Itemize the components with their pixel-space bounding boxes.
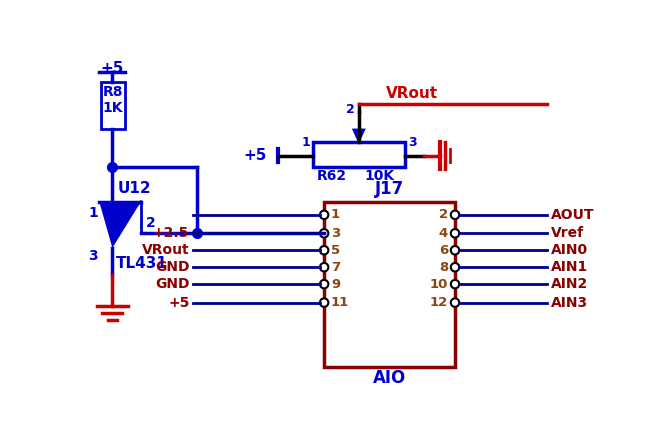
Text: 6: 6 [439,244,448,257]
Text: 3: 3 [331,227,340,240]
Text: 3: 3 [408,136,417,149]
Text: 5: 5 [331,244,340,257]
Bar [313,142,405,167]
Text: 1K: 1K [103,101,123,115]
Text: 3: 3 [88,249,98,262]
Text: +5: +5 [168,295,190,310]
Circle shape [320,280,328,289]
Circle shape [320,263,328,271]
Circle shape [320,246,328,255]
Polygon shape [99,202,141,248]
Circle shape [451,211,459,219]
Polygon shape [352,129,366,144]
Text: 1: 1 [331,209,340,221]
Text: GND: GND [155,260,190,274]
Text: J17: J17 [375,180,404,198]
Bar [324,202,455,367]
Text: 12: 12 [430,296,448,309]
Text: 10K: 10K [365,169,395,184]
Text: 2: 2 [346,103,355,116]
Text: 10: 10 [429,278,448,291]
Bar [100,83,125,129]
Text: +2.5: +2.5 [153,226,190,240]
Text: AIN3: AIN3 [551,295,588,310]
Circle shape [451,280,459,289]
Text: VRout: VRout [386,86,438,101]
Circle shape [320,211,328,219]
Text: AIN1: AIN1 [551,260,588,274]
Text: Vref: Vref [551,226,584,240]
Text: TL431: TL431 [116,256,168,270]
Text: +5: +5 [100,61,124,76]
Text: 1: 1 [302,136,311,149]
Text: 7: 7 [331,261,340,274]
Text: 4: 4 [439,227,448,240]
Circle shape [451,298,459,307]
Text: +5: +5 [244,148,267,163]
Text: 9: 9 [331,278,340,291]
Text: 8: 8 [439,261,448,274]
Text: U12: U12 [118,181,151,196]
Text: AIN0: AIN0 [551,243,588,257]
Text: 11: 11 [331,296,349,309]
Circle shape [451,263,459,271]
Text: GND: GND [155,277,190,291]
Text: VRout: VRout [142,243,190,257]
Text: AOUT: AOUT [551,208,595,222]
Circle shape [320,229,328,237]
Circle shape [451,246,459,255]
Text: 2: 2 [439,209,448,221]
Text: R62: R62 [317,169,347,184]
Text: AIN2: AIN2 [551,277,588,291]
Text: 1: 1 [88,206,98,220]
Circle shape [451,229,459,237]
Text: R8: R8 [103,86,123,99]
Text: 2: 2 [145,216,155,230]
Circle shape [320,298,328,307]
Text: AIO: AIO [373,369,406,387]
